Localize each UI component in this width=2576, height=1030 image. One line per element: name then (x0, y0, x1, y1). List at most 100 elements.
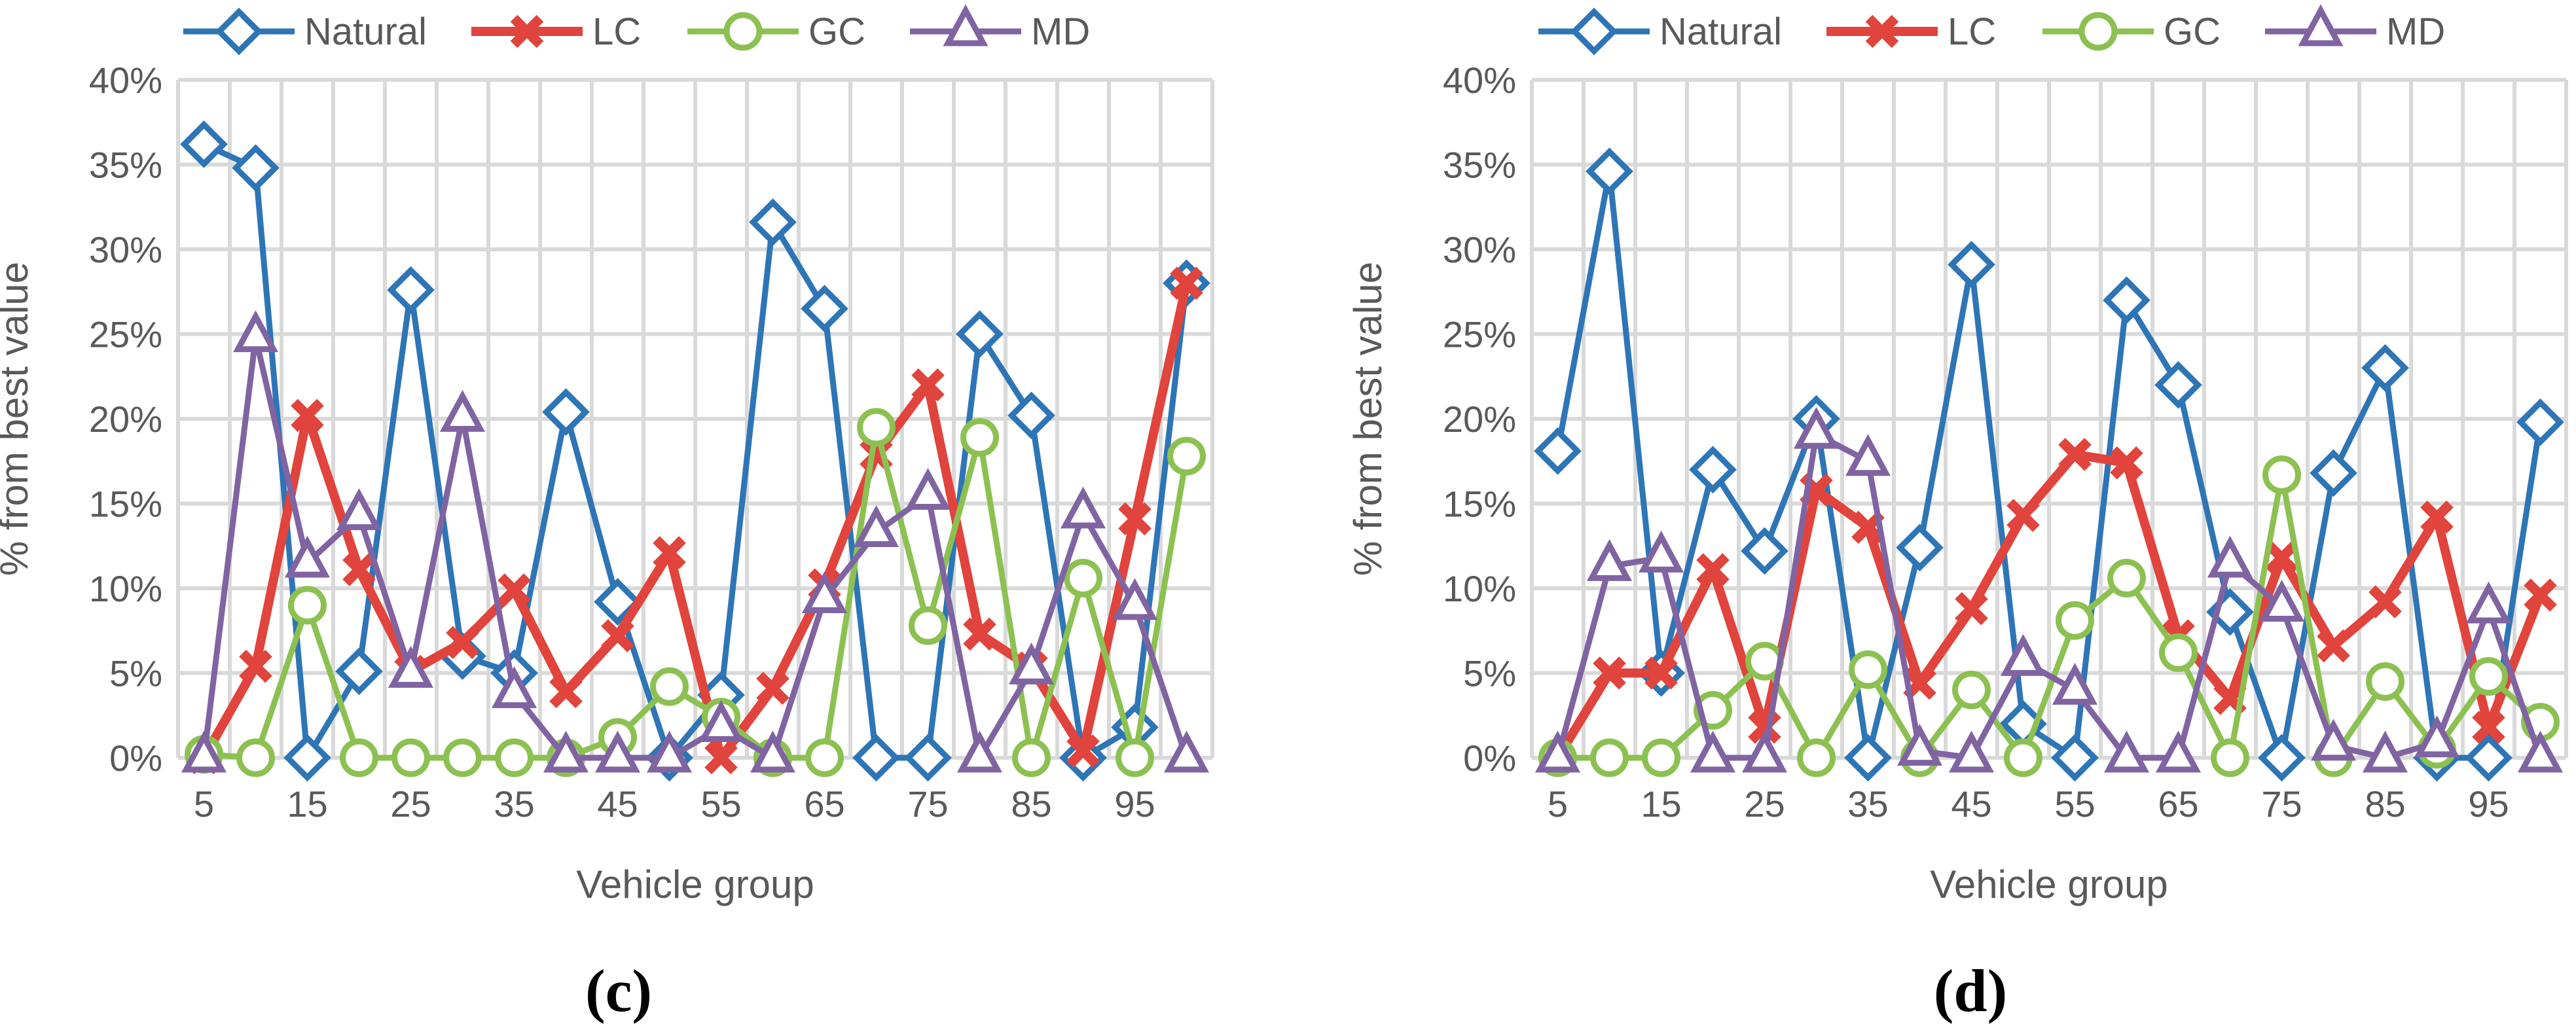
data-point (1066, 734, 1100, 768)
data-point (543, 730, 589, 773)
y-tick-label: 10% (1443, 568, 1516, 609)
data-point (2154, 361, 2202, 409)
legend-marker (943, 4, 989, 46)
legend-label: Natural (304, 10, 427, 53)
x-tick-label: 15 (1641, 783, 1681, 825)
data-point (542, 388, 590, 436)
data-point (2006, 499, 2040, 532)
data-point (387, 266, 435, 314)
series-gc (185, 408, 1206, 777)
data-point (2465, 734, 2513, 782)
y-tick-label: 20% (89, 399, 162, 440)
data-point (2058, 438, 2092, 471)
data-point (1534, 427, 1582, 475)
data-point (2207, 535, 2253, 578)
data-point (388, 646, 434, 688)
data-point (2107, 558, 2146, 597)
data-point (853, 505, 899, 548)
data-point (1170, 266, 1203, 300)
x-tick-label: 55 (700, 783, 741, 825)
data-point (549, 675, 583, 709)
data-point (2262, 455, 2301, 494)
data-point (181, 730, 227, 773)
legend-label: Natural (1660, 10, 1782, 53)
x-tick-label: 5 (194, 783, 214, 825)
data-point (2472, 711, 2505, 744)
data-point (232, 144, 280, 192)
data-point (2103, 276, 2150, 325)
data-point (236, 738, 275, 777)
data-point (2465, 581, 2512, 624)
legend: Natural LC GC MD (1538, 4, 2445, 56)
data-point (2310, 449, 2357, 497)
data-point (1741, 730, 1788, 773)
data-point (801, 285, 848, 333)
legend-marker (2298, 4, 2344, 46)
data-point (2110, 446, 2143, 480)
data-point (1642, 738, 1680, 777)
data-point (1590, 738, 1629, 777)
x-tick-label: 15 (287, 783, 327, 825)
data-point (857, 408, 896, 447)
x-tick-label: 65 (2158, 783, 2198, 825)
x-tick-label: 25 (1744, 783, 1785, 825)
y-tick-label: 35% (1443, 145, 1516, 186)
data-point (756, 671, 789, 705)
legend-label: MD (1031, 10, 1090, 53)
data-point (2051, 734, 2099, 782)
data-point (801, 571, 848, 614)
data-point (1638, 530, 1684, 573)
y-tick-label: 35% (89, 145, 162, 186)
panel-label: (d) (1934, 957, 2007, 1024)
legend-label: LC (1948, 10, 1996, 53)
x-tick-label: 35 (494, 783, 534, 825)
data-point (284, 535, 331, 578)
x-tick-label: 95 (1114, 783, 1155, 825)
legend-marker (723, 12, 763, 51)
data-point (698, 700, 744, 742)
data-point (2517, 730, 2564, 773)
data-point (1118, 502, 1152, 536)
data-point (911, 368, 945, 402)
data-point (1741, 527, 1788, 575)
data-point (1586, 147, 1633, 196)
data-point (1163, 730, 1210, 773)
data-point (1948, 730, 1995, 773)
y-tick-label: 5% (1463, 653, 1516, 694)
x-tick-label: 5 (1548, 783, 1568, 825)
x-tick-label: 65 (804, 783, 844, 825)
x-tick-label: 55 (2054, 783, 2095, 825)
data-point (2258, 734, 2306, 782)
data-point (2211, 738, 2249, 777)
y-tick-label: 40% (89, 60, 162, 101)
chart-panel-c: 0% 5% 10% 15% 20% 25% 30% 35% 40% 5 15 25 35 45 55 65 75… (0, 4, 1214, 1024)
data-point (1593, 656, 1626, 690)
data-point (904, 734, 952, 782)
legend-marker (215, 7, 263, 56)
data-point (2159, 633, 2198, 672)
data-point (963, 617, 996, 651)
x-tick-label: 75 (2261, 783, 2302, 825)
data-point (2000, 633, 2046, 676)
data-point (495, 738, 534, 777)
x-tick-label: 95 (2468, 783, 2509, 825)
data-point (1644, 656, 1678, 690)
data-point (1948, 240, 1995, 289)
data-point (1952, 670, 1991, 709)
legend-marker (2078, 12, 2118, 51)
data-point (180, 120, 228, 168)
legend-marker (510, 14, 544, 48)
y-tick-label: 30% (89, 229, 162, 270)
legend-label: LC (592, 10, 641, 53)
legend-marker (1865, 14, 1899, 48)
data-point (2155, 730, 2202, 773)
x-axis-title: Vehicle group (1930, 862, 2168, 906)
x-tick-label: 85 (1011, 783, 1051, 825)
series-md (1534, 406, 2564, 773)
data-point (2265, 541, 2298, 575)
y-tick-label: 5% (109, 653, 162, 694)
data-point (1586, 539, 1633, 581)
data-point (1690, 730, 1736, 773)
legend: Natural LC GC MD (183, 4, 1090, 56)
